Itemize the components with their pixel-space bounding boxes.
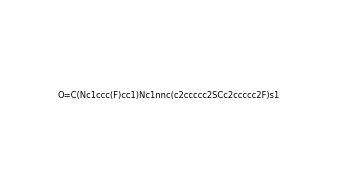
Text: O=C(Nc1ccc(F)cc1)Nc1nnc(c2ccccc2SCc2ccccc2F)s1: O=C(Nc1ccc(F)cc1)Nc1nnc(c2ccccc2SCc2cccc… bbox=[58, 91, 280, 100]
